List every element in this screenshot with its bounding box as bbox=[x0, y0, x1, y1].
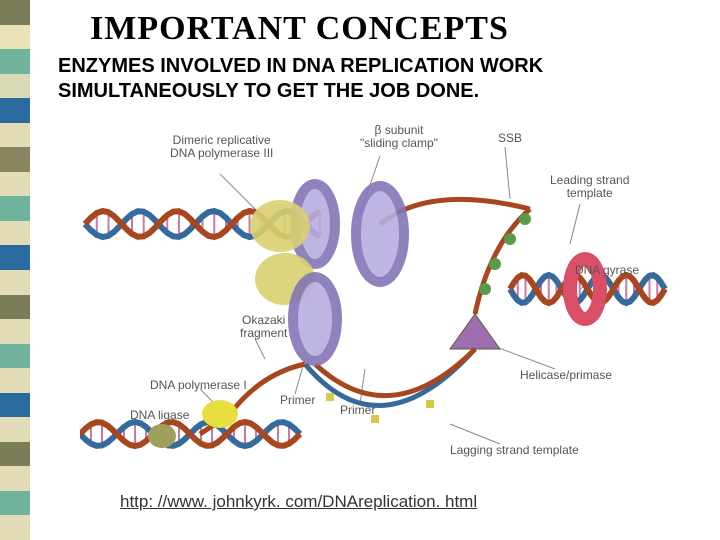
slide-subtitle: ENZYMES INVOLVED IN DNA REPLICATION WORK… bbox=[58, 54, 710, 104]
stripe bbox=[0, 0, 30, 25]
label-primer_a: Primer bbox=[340, 404, 375, 417]
label-ssb: SSB bbox=[498, 132, 522, 145]
stripe bbox=[0, 491, 30, 516]
stripe bbox=[0, 147, 30, 172]
label-lagging: Lagging strand template bbox=[450, 444, 579, 457]
side-stripes bbox=[0, 0, 30, 540]
stripe bbox=[0, 98, 30, 123]
source-link[interactable]: http: //www. johnkyrk. com/DNAreplicatio… bbox=[120, 492, 710, 512]
label-primer_b: Primer bbox=[280, 394, 315, 407]
stripe bbox=[0, 319, 30, 344]
stripe bbox=[0, 295, 30, 320]
stripe bbox=[0, 25, 30, 50]
stripe bbox=[0, 393, 30, 418]
label-dimeric: Dimeric replicativeDNA polymerase III bbox=[170, 134, 273, 159]
label-okazaki: Okazakifragment bbox=[240, 314, 287, 339]
label-polI: DNA polymerase I bbox=[150, 379, 247, 392]
stripe bbox=[0, 344, 30, 369]
subtitle-line-2: SIMULTANEOUSLY TO GET THE JOB DONE. bbox=[58, 80, 479, 102]
label-leading: Leading strandtemplate bbox=[550, 174, 629, 199]
replication-svg bbox=[80, 114, 670, 484]
stripe bbox=[0, 466, 30, 491]
stripe bbox=[0, 515, 30, 540]
stripe bbox=[0, 442, 30, 467]
stripe bbox=[0, 123, 30, 148]
label-helicase: Helicase/primase bbox=[520, 369, 612, 382]
label-ligase: DNA ligase bbox=[130, 409, 189, 422]
stripe bbox=[0, 245, 30, 270]
label-gyrase: DNA gyrase bbox=[575, 264, 639, 277]
slide-title: IMPORTANT CONCEPTS bbox=[90, 10, 710, 48]
stripe bbox=[0, 172, 30, 197]
subtitle-line-1: ENZYMES INVOLVED IN DNA REPLICATION WORK bbox=[58, 55, 543, 77]
stripe bbox=[0, 221, 30, 246]
replication-figure: Dimeric replicativeDNA polymerase III β s… bbox=[80, 114, 670, 484]
stripe bbox=[0, 417, 30, 442]
slide-content: IMPORTANT CONCEPTS ENZYMES INVOLVED IN D… bbox=[40, 0, 710, 540]
stripe bbox=[0, 368, 30, 393]
stripe bbox=[0, 196, 30, 221]
stripe bbox=[0, 49, 30, 74]
stripe bbox=[0, 74, 30, 99]
stripe bbox=[0, 270, 30, 295]
label-beta: β subunit"sliding clamp" bbox=[360, 124, 438, 149]
